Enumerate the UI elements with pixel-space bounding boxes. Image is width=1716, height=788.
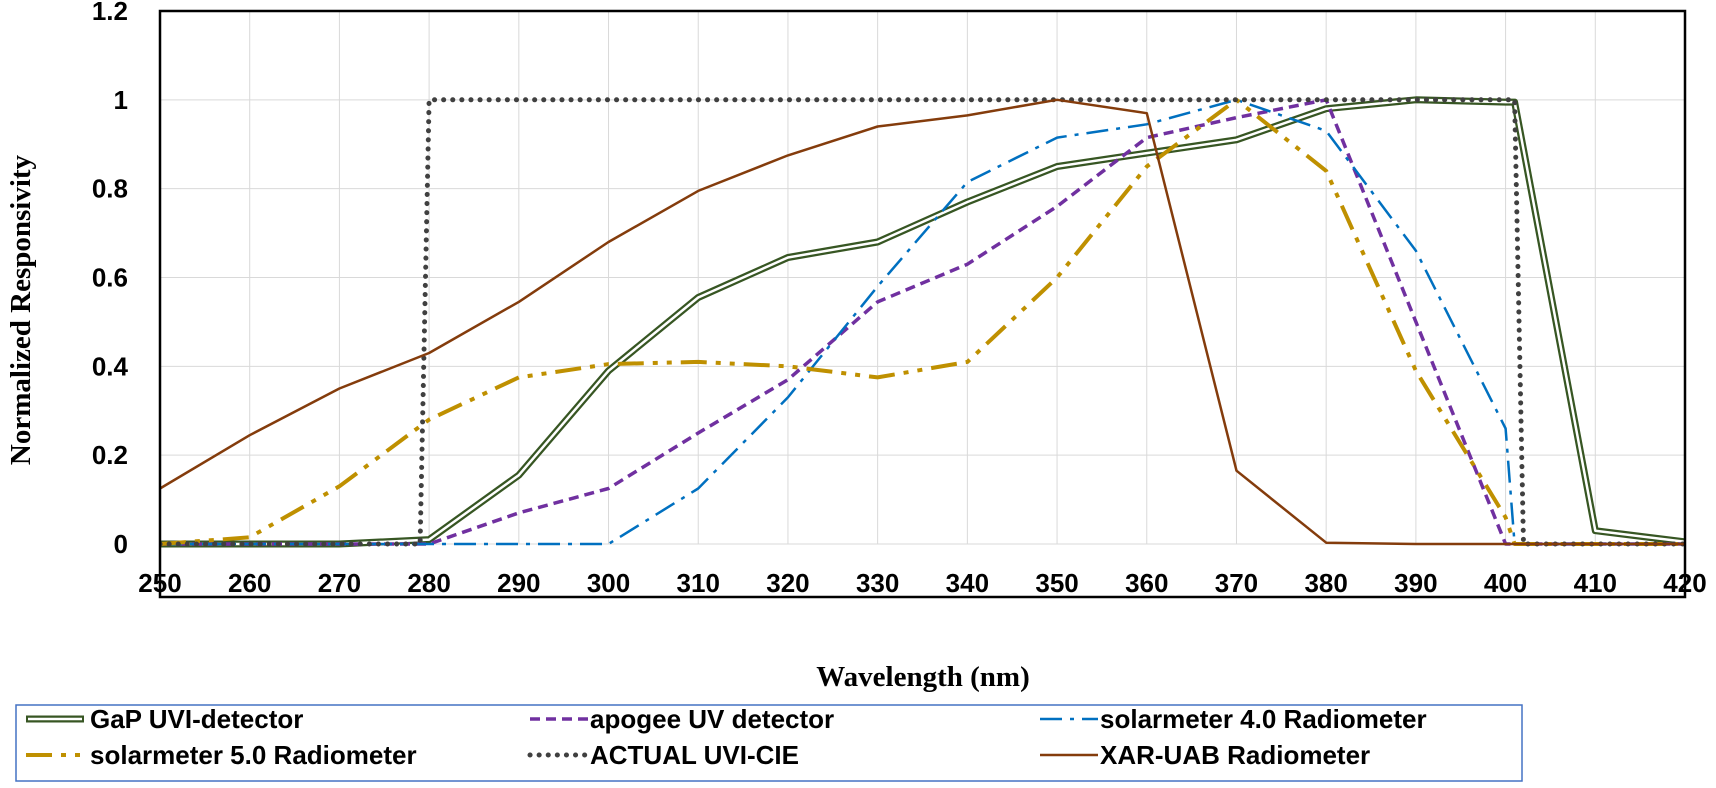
series-line-gap-uvi-detector-inner <box>160 98 1686 546</box>
x-tick-label: 350 <box>1035 568 1078 598</box>
legend-item-solarmeter-4-0-radiometer: solarmeter 4.0 Radiometer <box>1040 704 1427 734</box>
x-tick-label: 370 <box>1215 568 1258 598</box>
x-tick-label: 340 <box>946 568 989 598</box>
series-line-apogee-uv-detector <box>160 98 1685 546</box>
y-tick-label: 0.8 <box>92 174 128 204</box>
y-tick-label: 1 <box>114 85 128 115</box>
series-line-solarmeter-5-0-radiometer <box>160 97 1685 546</box>
y-tick-label: 1.2 <box>92 0 128 26</box>
gridlines <box>159 10 1686 545</box>
y-tick-label: 0.6 <box>92 263 128 293</box>
x-tick-label: 410 <box>1574 568 1617 598</box>
x-tick-label: 320 <box>766 568 809 598</box>
legend-item-actual-uvi-cie: ACTUAL UVI-CIE <box>527 740 799 770</box>
x-axis-title: Wavelength (nm) <box>816 661 1029 693</box>
series-line-xar-uab-radiometer <box>160 98 1685 546</box>
x-tick-label: 310 <box>677 568 720 598</box>
x-tick-label: 290 <box>497 568 540 598</box>
tick-labels: 250 260 270 280 290 300 310 320 330 340 350 360 370 3… <box>92 0 1707 598</box>
series-layer <box>160 96 1686 548</box>
x-tick-label: 390 <box>1394 568 1437 598</box>
y-tick-label: 0 <box>114 529 128 559</box>
plot-frame <box>158 9 1687 599</box>
legend-label: solarmeter 5.0 Radiometer <box>90 740 417 770</box>
x-tick-label: 280 <box>407 568 450 598</box>
y-tick-label: 0.4 <box>92 351 129 381</box>
legend-label: apogee UV detector <box>590 704 834 734</box>
y-tick-label: 0.2 <box>92 440 128 470</box>
x-tick-label: 270 <box>318 568 361 598</box>
series-line-gap-uvi-detector <box>160 96 1686 548</box>
legend: GaP UVI-detector apogee UV detector solarm… <box>15 704 1523 782</box>
x-tick-label: 250 <box>138 568 181 598</box>
legend-item-solarmeter-5-0-radiometer: solarmeter 5.0 Radiometer <box>26 740 417 770</box>
x-tick-label: 380 <box>1304 568 1347 598</box>
legend-label: solarmeter 4.0 Radiometer <box>1100 704 1427 734</box>
legend-frame <box>15 704 1523 782</box>
legend-item-gap-uvi-detector: GaP UVI-detector <box>26 704 303 734</box>
x-tick-label: 400 <box>1484 568 1527 598</box>
x-tick-label: 330 <box>856 568 899 598</box>
legend-label: XAR-UAB Radiometer <box>1100 740 1370 770</box>
series-line-solarmeter-4-0-radiometer <box>160 98 1685 546</box>
legend-item-apogee-uv-detector: apogee UV detector <box>530 704 834 734</box>
legend-label: GaP UVI-detector <box>90 704 303 734</box>
x-tick-label: 420 <box>1663 568 1706 598</box>
x-tick-label: 300 <box>587 568 630 598</box>
x-tick-label: 260 <box>228 568 271 598</box>
x-tick-label: 360 <box>1125 568 1168 598</box>
legend-item-xar-uab-radiometer: XAR-UAB Radiometer <box>1040 740 1370 770</box>
legend-label: ACTUAL UVI-CIE <box>590 740 799 770</box>
y-axis-title: Normalized Responsivity <box>5 154 37 465</box>
series-line-actual-uvi-cie <box>160 97 1686 547</box>
